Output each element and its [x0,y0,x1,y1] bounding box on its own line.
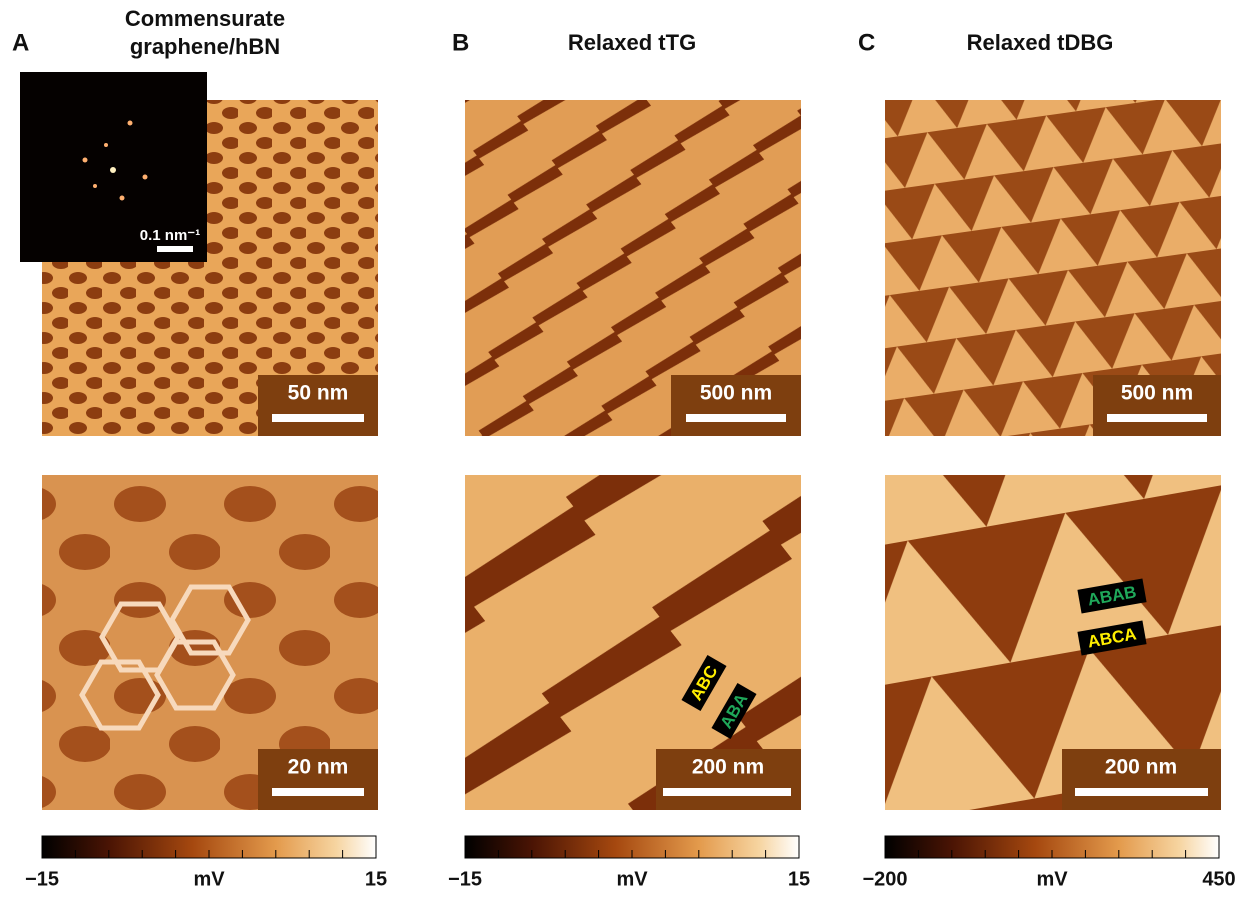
panel-label: B [452,29,469,56]
scale-label: 500 nm [700,382,772,405]
scale-label: 200 nm [692,756,764,779]
scale-label: 50 nm [288,382,349,405]
scale-bar [272,414,364,422]
scale-bar [1075,788,1208,796]
colorbars: −15 mV 15 −15 mV 15 −200 mV 450 [25,836,1236,890]
page: {"panels": [ {"label": "A", "title": ["C… [0,0,1250,892]
scale-label: 200 nm [1105,756,1177,779]
colorbar-unit: mV [193,868,225,890]
panel-label: C [858,29,875,56]
colorbar-unit: mV [1036,868,1068,890]
panel-title: Relaxed tDBG [967,30,1114,55]
scale-label: 20 nm [288,756,349,779]
scale-bar [663,788,791,796]
panel-label: A [12,29,29,56]
colorbar-max: 15 [365,868,387,890]
colorbar-min: −200 [862,868,907,890]
colorbar-max: 15 [788,868,810,890]
scale-bar [272,788,364,796]
colorbar-min: −15 [448,868,482,890]
inset-scale-label: 0.1 nm⁻¹ [140,227,200,244]
panel-title: Relaxed tTG [568,30,696,55]
scale-bar [686,414,786,422]
panel-title: Commensurate [125,6,285,31]
scale-bar [1107,414,1207,422]
inset-scale-bar [157,246,193,252]
panel-title: graphene/hBN [130,34,280,59]
colorbar-max: 450 [1202,868,1235,890]
scale-label: 500 nm [1121,382,1193,405]
colorbar-min: −15 [25,868,59,890]
figure: A Commensurate graphene/hBN 0.1 nm⁻¹ 50 … [0,0,1250,892]
colorbar-unit: mV [616,868,648,890]
